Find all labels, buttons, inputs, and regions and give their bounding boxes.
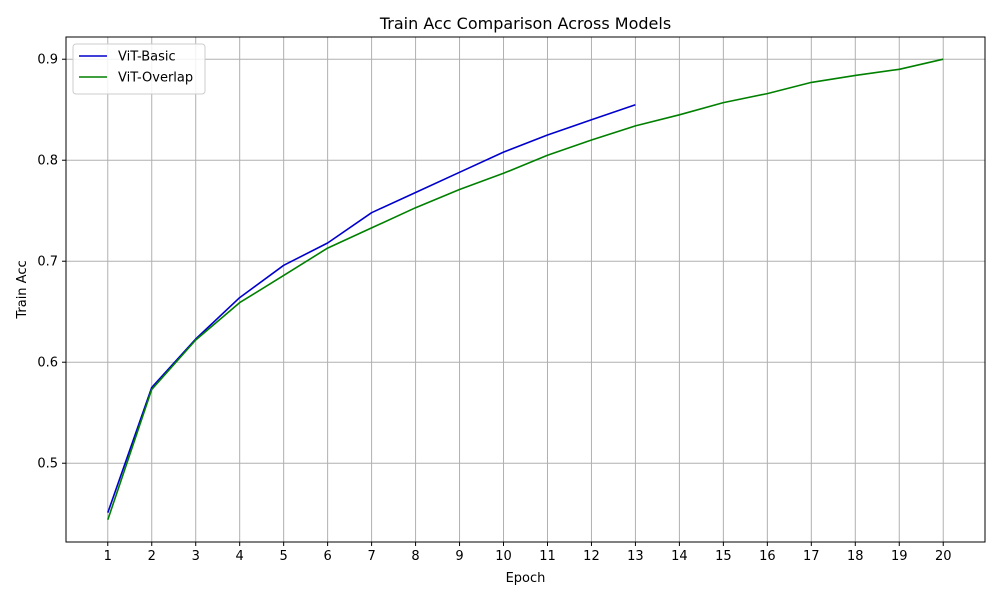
y-tick-label: 0.7: [37, 255, 58, 270]
x-tick-label: 10: [495, 549, 512, 564]
x-tick-label: 17: [803, 549, 820, 564]
x-tick-label: 12: [583, 549, 600, 564]
y-tick-label: 0.6: [37, 356, 58, 371]
x-tick-label: 20: [935, 549, 952, 564]
x-tick-label: 11: [539, 549, 556, 564]
y-tick-label: 0.8: [37, 154, 58, 169]
y-tick-label: 0.5: [37, 457, 58, 472]
axis-ticks: 1 2 3 4 5 6 7 8 9 10 11 12 13 14 15 16 17 18 19 200.50.60.7…: [37, 53, 951, 564]
x-tick-label: 18: [847, 549, 864, 564]
x-tick-label: 2: [148, 549, 156, 564]
x-tick-label: 9: [455, 549, 463, 564]
x-tick-label: 19: [891, 549, 908, 564]
x-tick-label: 4: [236, 549, 244, 564]
chart-title: Train Acc Comparison Across Models: [379, 14, 671, 33]
x-tick-label: 6: [323, 549, 331, 564]
x-tick-label: 15: [715, 549, 732, 564]
y-tick-label: 0.9: [37, 53, 58, 68]
x-tick-label: 5: [280, 549, 288, 564]
x-tick-label: 16: [759, 549, 776, 564]
x-tick-label: 3: [192, 549, 200, 564]
y-axis-title: Train Acc: [15, 260, 30, 319]
legend-label: ViT-Basic: [118, 50, 176, 65]
x-tick-label: 13: [627, 549, 644, 564]
x-tick-label: 8: [411, 549, 419, 564]
x-tick-label: 14: [671, 549, 688, 564]
grid-lines: [66, 37, 985, 542]
x-tick-label: 7: [367, 549, 375, 564]
plot-frame: [65, 36, 986, 543]
x-axis-title: Epoch: [506, 571, 546, 586]
legend-label: ViT-Overlap: [118, 71, 193, 86]
legend: ViT-Basic ViT-Overlap: [72, 43, 206, 95]
series-line-vit-overlap: [107, 58, 944, 521]
x-tick-label: 1: [104, 549, 112, 564]
series-lines: [107, 58, 944, 521]
